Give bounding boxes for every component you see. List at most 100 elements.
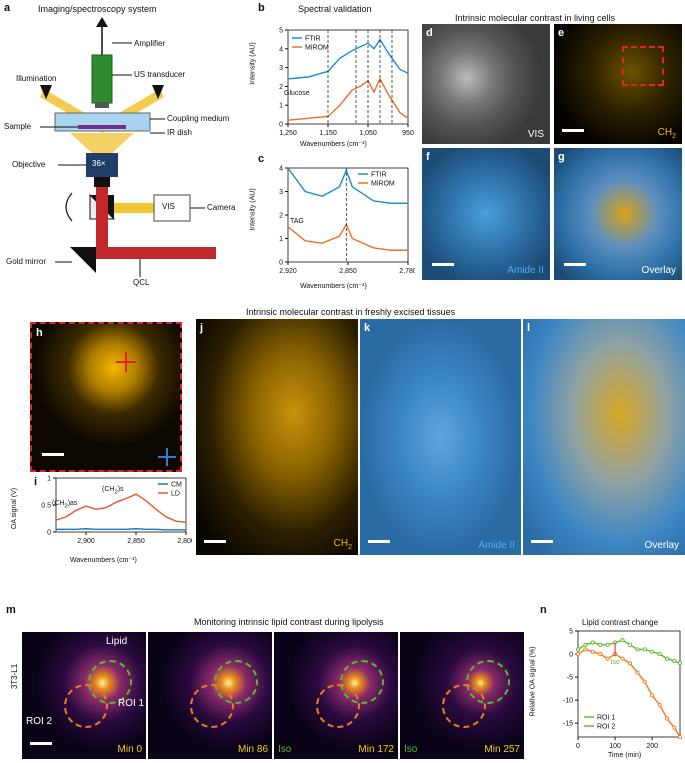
- data-point: [605, 642, 610, 647]
- qcl-label: QCL: [133, 278, 150, 287]
- x-tick-label: 1,050: [359, 130, 377, 137]
- scale-bar-f: [432, 263, 454, 266]
- image-g-overlay: g Overlay: [554, 148, 682, 280]
- chart-b: 0 1 2 3 4 5 1,250 1,150 1,050 950 FTIR MiROM: [279, 28, 414, 138]
- plot-frame: [577, 630, 681, 738]
- coupling-medium-label: Coupling medium: [167, 114, 230, 123]
- chart-n-ylabel: Relative OA signal (%): [529, 646, 537, 717]
- x-tick-label: 2,800: [177, 538, 192, 545]
- image-k-amide: k Amide II: [360, 319, 521, 555]
- data-point: [650, 649, 655, 654]
- x-tick-label: 950: [402, 130, 414, 137]
- x-tick-label: 100: [609, 743, 621, 750]
- y-tick-label: -15: [563, 721, 573, 728]
- camera-vis: VIS: [162, 202, 175, 211]
- data-point: [672, 725, 677, 730]
- cells-title: Intrinsic molecular contrast in living c…: [455, 13, 616, 23]
- gold-mirror-icon: [70, 247, 96, 273]
- lipolysis-frame-0: Lipid ROI 1 ROI 2 Min 0: [22, 632, 146, 759]
- ir-dish-label: IR dish: [167, 128, 192, 137]
- legend-label: FTIR: [305, 36, 321, 43]
- peak1-base: (CH: [52, 500, 65, 507]
- panel-label-k: k: [364, 322, 371, 334]
- data-point: [642, 647, 647, 652]
- chart-c-xlabel: Wavenumbers (cm⁻¹): [300, 283, 367, 290]
- sample-icon: [78, 125, 126, 129]
- data-point: [598, 642, 603, 647]
- y-tick-label: 2: [279, 213, 283, 220]
- amplifier-label: Amplifier: [134, 39, 166, 48]
- e-label-sub: 2: [672, 133, 676, 140]
- series-line-1: [55, 493, 187, 523]
- panel-label-j: j: [200, 322, 204, 334]
- chart-i: 0 0.5 1 2,900 2,850 2,800 CM LD: [41, 476, 192, 546]
- panel-label-e: e: [558, 27, 565, 39]
- roi2-circle: [316, 684, 360, 728]
- peak2-tail: )s: [117, 486, 124, 493]
- objective-label: Objective: [12, 160, 46, 169]
- x-tick-label: 200: [646, 743, 658, 750]
- y-tick-label: 3: [279, 189, 283, 196]
- tissues-title: Intrinsic molecular contrast in freshly …: [246, 307, 456, 317]
- series-line-1: [287, 222, 408, 251]
- legend-label: MiROM: [371, 181, 395, 188]
- image-e-ch2: e CH2: [554, 24, 682, 144]
- data-point: [664, 656, 670, 661]
- data-point: [635, 670, 640, 675]
- scale-bar-j: [204, 540, 226, 543]
- y-tick-label: 1: [279, 236, 283, 243]
- panel-label-m: m: [6, 604, 16, 616]
- qcl-beam: [96, 247, 216, 259]
- panel-m-title: Monitoring intrinsic lipid contrast duri…: [194, 617, 384, 627]
- y-tick-label: 0: [279, 122, 283, 129]
- frame-86-label: Min 86: [237, 744, 268, 755]
- panel-label-f: f: [426, 151, 430, 163]
- roi2-label: ROI 2: [26, 716, 53, 727]
- chart-b-annotation: Glucose: [284, 90, 310, 97]
- gold-mirror-label: Gold mirror: [6, 257, 47, 266]
- setup-diagram: [40, 17, 216, 277]
- roi2-circle: [64, 684, 108, 728]
- k-label: Amide II: [478, 540, 515, 551]
- peak1-sub: 2: [64, 503, 68, 510]
- d-label: VIS: [527, 129, 544, 140]
- roi1-label: ROI 1: [118, 698, 145, 709]
- x-tick-label: 2,850: [339, 268, 357, 275]
- us-transducer-label: US transducer: [134, 70, 186, 79]
- data-point: [627, 661, 632, 666]
- ld-cross: [116, 352, 136, 372]
- cm-cross: [158, 448, 176, 466]
- chart-c: 0 1 2 3 4 2,920 2,850 2,780 FTIR MiROM: [279, 166, 415, 276]
- panel-b-title: Spectral validation: [298, 4, 372, 14]
- x-tick-label: 1,150: [319, 130, 337, 137]
- data-point: [583, 642, 588, 647]
- legend-label: LD: [171, 491, 180, 498]
- camera-label: Camera: [207, 203, 236, 212]
- data-point: [635, 647, 640, 652]
- y-tick-label: 4: [279, 166, 283, 173]
- data-point: [664, 716, 670, 721]
- scale-bar-m: [30, 742, 52, 745]
- image-f-amide: f Amide II: [422, 148, 550, 280]
- image-l-overlay: l Overlay: [523, 319, 685, 555]
- data-point: [605, 656, 610, 661]
- y-tick-label: 0: [279, 260, 283, 267]
- peak2-label: (CH2)s: [102, 486, 124, 495]
- chart-n-xlabel: Time (min): [608, 752, 642, 759]
- image-h: h: [30, 322, 182, 472]
- data-point: [657, 702, 662, 707]
- roi2-circle: [442, 684, 486, 728]
- y-tick-label: -5: [567, 675, 573, 682]
- data-point: [598, 651, 603, 657]
- lipid-label: Lipid: [106, 636, 128, 647]
- data-point: [672, 658, 677, 664]
- panel-label-l: l: [527, 322, 531, 334]
- frame-0-label: Min 0: [117, 744, 142, 755]
- objective-icon: [86, 153, 118, 177]
- panel-label-d: d: [426, 27, 433, 39]
- y-tick-label: 0: [47, 530, 51, 537]
- y-tick-label: 4: [279, 46, 283, 53]
- legend-label: MiROM: [305, 45, 329, 52]
- y-tick-label: 1: [47, 476, 51, 483]
- data-point: [642, 679, 647, 684]
